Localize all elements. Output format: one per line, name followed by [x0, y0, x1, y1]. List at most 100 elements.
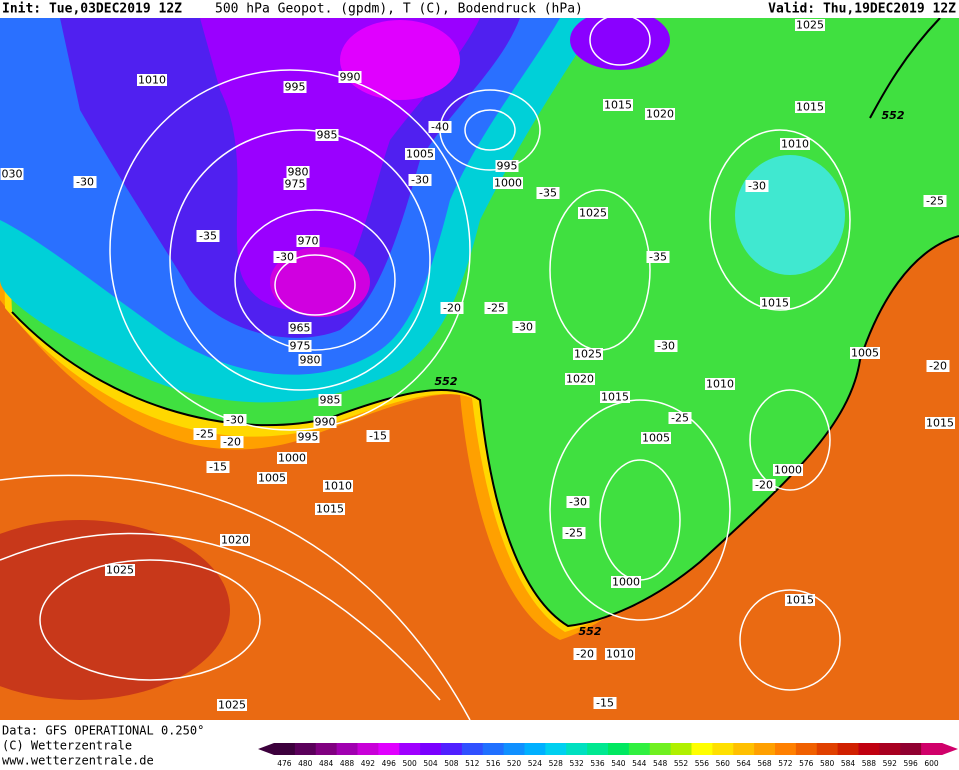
colorbar-label: 552	[674, 759, 689, 768]
temperature-label: -25	[671, 412, 689, 425]
colorbar-swatch	[357, 743, 379, 755]
colorbar-label: 592	[883, 759, 898, 768]
temperature-label: -30	[76, 176, 94, 189]
isobar-label-box	[277, 452, 307, 464]
isobar-label-box	[493, 177, 523, 189]
temperature-label: -20	[443, 302, 461, 315]
temperature-label-box	[440, 302, 464, 314]
temperature-label-box	[196, 230, 220, 242]
colorbar-label: 516	[486, 759, 501, 768]
colorbar-swatch	[336, 743, 358, 755]
temperature-label-box	[752, 479, 776, 491]
temperature-label: -15	[596, 697, 614, 710]
temperature-label-box	[593, 697, 617, 709]
colorbar-arrow	[942, 743, 958, 755]
isobar-label-box	[795, 19, 825, 31]
isobar-label-box	[338, 71, 362, 83]
colorbar-swatch	[420, 743, 442, 755]
temperature-label-box	[273, 251, 297, 263]
isobar-label-box	[137, 74, 167, 86]
isobar-label-box	[323, 480, 353, 492]
temperature-label-box	[536, 187, 560, 199]
isobar-label: 030	[2, 168, 23, 181]
colorbar-swatch	[315, 743, 338, 755]
isobar-label-box	[641, 432, 671, 444]
colorbar-label: 500	[403, 759, 418, 768]
isobar-label-box	[283, 178, 307, 190]
isobar-label: 1020	[221, 534, 249, 547]
isobar-label: 1010	[781, 138, 809, 151]
temperature-label-box	[926, 360, 950, 372]
colorbar-swatch	[274, 743, 296, 755]
colorbar-swatch	[816, 743, 839, 755]
colorbar-label: 580	[820, 759, 835, 768]
isobar-label-box	[315, 129, 339, 141]
colorbar-label: 576	[799, 759, 814, 768]
header-bar	[0, 0, 959, 18]
temperature-label-box	[73, 176, 97, 188]
isobar-label: 1010	[706, 378, 734, 391]
colorbar-label: 484	[319, 759, 334, 768]
isobar-label: 1005	[851, 347, 879, 360]
colorbar-swatch	[461, 743, 484, 755]
map-field	[0, 10, 959, 721]
colorbar-label: 512	[465, 759, 480, 768]
colorbar-label: 528	[549, 759, 564, 768]
colorbar-swatch	[545, 743, 567, 755]
isobar-label-box	[850, 347, 880, 359]
temperature-label-box	[745, 180, 769, 192]
isobar-label-box	[105, 564, 135, 576]
isobar-label: 1020	[566, 373, 594, 386]
isobar-label: 995	[497, 160, 518, 173]
isobar-label-box	[611, 576, 641, 588]
isobar-label: 1025	[574, 348, 602, 361]
temperature-label-box	[484, 302, 508, 314]
colorbar-swatch	[775, 743, 797, 755]
colorbar-swatch	[754, 743, 776, 755]
colorbar-swatch	[712, 743, 734, 755]
colorbar-swatch	[399, 743, 421, 755]
height-label: 552	[579, 625, 602, 638]
temperature-label-box	[654, 340, 678, 352]
isobar-label: 1005	[406, 148, 434, 161]
temperature-label-box	[193, 428, 217, 440]
temperature-label: -35	[199, 230, 217, 243]
temperature-label: -15	[369, 430, 387, 443]
colorbar-swatch	[649, 743, 672, 755]
temperature-label-box	[566, 496, 590, 508]
colorbar-label: 492	[361, 759, 376, 768]
temperature-label-box	[573, 648, 597, 660]
isobar-label-box	[0, 168, 24, 180]
temperature-label: -30	[748, 180, 766, 193]
isobar-label-box	[605, 648, 635, 660]
isobar-label-box	[257, 472, 287, 484]
data-source: Data: GFS OPERATIONAL 0.250°	[2, 724, 204, 738]
temperature-label-box	[923, 195, 947, 207]
temperature-label: -30	[276, 251, 294, 264]
isobar-label-box	[405, 148, 435, 160]
isobar-label-box	[925, 417, 955, 429]
colorbar-swatch	[921, 743, 943, 755]
isobar-label-box	[760, 297, 790, 309]
temperature-label: -30	[657, 340, 675, 353]
temperature-label: -25	[926, 195, 944, 208]
isobar-label-box	[645, 108, 675, 120]
colorbar-label: 548	[653, 759, 668, 768]
isobar-label: 1010	[606, 648, 634, 661]
isobar-label: 1015	[601, 391, 629, 404]
colorbar-label: 520	[507, 759, 522, 768]
isobar-label-box	[795, 101, 825, 113]
colorbar-swatch	[691, 743, 713, 755]
field-title: 500 hPa Geopot. (gpdm), T (C), Bodendruc…	[215, 2, 583, 17]
temperature-label: -30	[411, 174, 429, 187]
colorbar-label: 476	[277, 759, 292, 768]
colorbar-label: 524	[528, 759, 543, 768]
isobar-label-box	[603, 99, 633, 111]
isobar-label: 985	[320, 394, 341, 407]
isobar-label: 1000	[774, 464, 802, 477]
colorbar-label: 488	[340, 759, 355, 768]
isobar-label: 990	[315, 416, 336, 429]
colorbar-swatch	[524, 743, 546, 755]
colorbar-swatch	[628, 743, 651, 755]
colorbar-swatch	[482, 743, 505, 755]
